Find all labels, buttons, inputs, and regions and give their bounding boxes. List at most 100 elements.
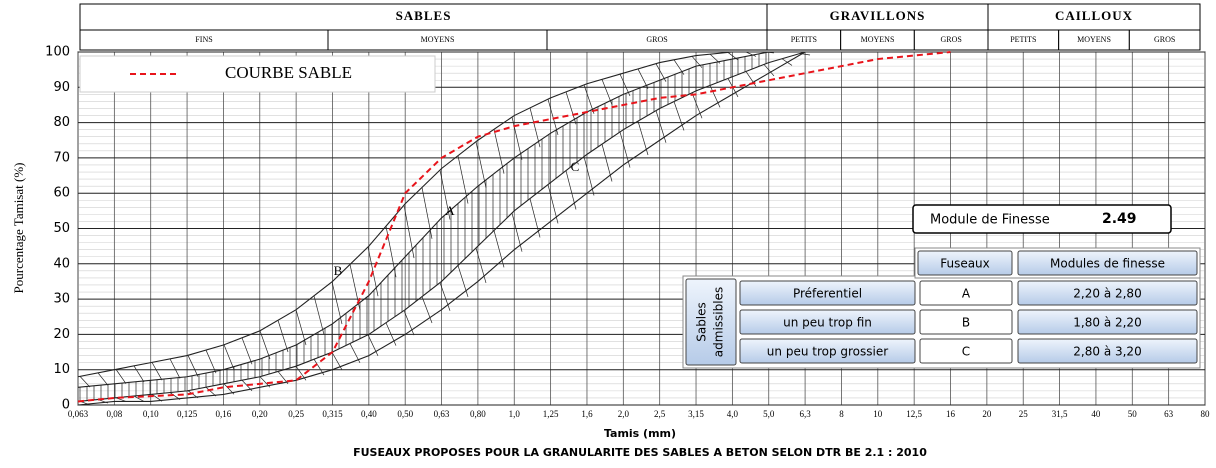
hatch bbox=[511, 116, 523, 160]
header-sub-label: MOYENS bbox=[1077, 35, 1111, 44]
envelope-line bbox=[77, 51, 769, 388]
x-tick-label: 8 bbox=[839, 409, 844, 419]
row-module-text: 1,80 à 2,20 bbox=[1073, 316, 1141, 330]
row-group-text: admissibles bbox=[712, 287, 726, 357]
col-header-text: Modules de finesse bbox=[1050, 257, 1165, 271]
x-tick-label: 0,63 bbox=[434, 409, 450, 419]
y-tick-label: 90 bbox=[53, 80, 70, 95]
x-tick-label: 63 bbox=[1164, 409, 1174, 419]
hatch bbox=[241, 337, 253, 365]
col-header bbox=[1017, 250, 1198, 276]
col-header bbox=[917, 250, 1013, 276]
row-module bbox=[1017, 338, 1198, 364]
header-sub-label: PETITS bbox=[1010, 35, 1036, 44]
chart-title: FUSEAUX PROPOSES POUR LA GRANULARITE DES… bbox=[353, 446, 927, 459]
row-label-text: un peu trop grossier bbox=[767, 345, 888, 359]
hatch bbox=[475, 247, 487, 284]
header-group bbox=[766, 3, 989, 31]
row-label bbox=[739, 280, 916, 306]
row-fuseau bbox=[919, 280, 1013, 306]
hatch bbox=[259, 330, 271, 360]
x-tick-label: 6,3 bbox=[799, 409, 811, 419]
header-sub-label: PETITS bbox=[791, 35, 817, 44]
y-tick-label: 70 bbox=[53, 150, 70, 165]
hatch bbox=[151, 362, 163, 381]
x-tick-label: 12,5 bbox=[906, 409, 922, 419]
row-label bbox=[739, 338, 916, 364]
row-label-text: un peu trop fin bbox=[783, 316, 872, 330]
y-axis-title: Pourcentage Tamisat (%) bbox=[11, 163, 26, 294]
module-label: Module de Finesse bbox=[930, 213, 1050, 228]
y-tick-label: 50 bbox=[53, 221, 70, 236]
hatch bbox=[439, 282, 451, 311]
x-tick-label: 0,25 bbox=[288, 409, 304, 419]
hatch bbox=[403, 310, 415, 336]
x-tick-label: 1,25 bbox=[543, 409, 559, 419]
hatch bbox=[547, 99, 559, 136]
header-sub-label: GROS bbox=[646, 35, 667, 44]
row-fuseau-text: A bbox=[962, 287, 971, 301]
hatch bbox=[223, 344, 235, 370]
x-tick-label: 16 bbox=[946, 409, 956, 419]
x-tick-label: 3,15 bbox=[688, 409, 704, 419]
x-tick-label: 5,0 bbox=[763, 409, 775, 419]
x-tick-label: 0,063 bbox=[68, 409, 89, 419]
hatch bbox=[295, 309, 307, 346]
x-tick-label: 0,80 bbox=[470, 409, 486, 419]
hatch bbox=[115, 397, 127, 402]
y-tick-label: 0 bbox=[62, 398, 70, 413]
row-fuseau bbox=[919, 338, 1013, 364]
hatch bbox=[133, 395, 145, 402]
y-tick-label: 100 bbox=[45, 45, 70, 60]
x-axis-title: Tamis (mm) bbox=[604, 427, 676, 440]
hatch bbox=[691, 92, 703, 119]
x-tick-label: 31,5 bbox=[1052, 409, 1068, 419]
annotation: B bbox=[334, 263, 343, 278]
hatch bbox=[205, 349, 217, 374]
x-tick-label: 0,50 bbox=[397, 409, 413, 419]
y-tick-label: 30 bbox=[53, 292, 70, 307]
legend-box bbox=[79, 55, 436, 93]
x-tick-label: 0,08 bbox=[106, 409, 122, 419]
row-module bbox=[1017, 309, 1198, 335]
row-group-text: Sables bbox=[695, 302, 709, 342]
x-tick-label: 10 bbox=[873, 409, 883, 419]
hatch bbox=[493, 230, 505, 268]
x-tick-label: 0,125 bbox=[177, 409, 198, 419]
row-fuseau-text: B bbox=[962, 316, 970, 330]
hatch bbox=[493, 129, 505, 174]
x-tick-label: 0,40 bbox=[361, 409, 377, 419]
hatch bbox=[475, 141, 487, 188]
hatch bbox=[673, 101, 685, 131]
x-tick-label: 0,20 bbox=[252, 409, 268, 419]
x-tick-label: 2,0 bbox=[618, 409, 630, 419]
y-tick-label: 20 bbox=[53, 327, 70, 342]
header-group-label: SABLES bbox=[396, 8, 452, 23]
header-group-label: GRAVILLONS bbox=[830, 8, 926, 23]
hatch bbox=[97, 372, 109, 386]
x-tick-label: 40 bbox=[1091, 409, 1101, 419]
x-tick-label: 20 bbox=[982, 409, 992, 419]
x-tick-label: 4,0 bbox=[727, 409, 739, 419]
module-value: 2.49 bbox=[1102, 211, 1137, 227]
header-sub-label: GROS bbox=[1154, 35, 1175, 44]
hatch bbox=[421, 296, 433, 324]
y-tick-label: 10 bbox=[53, 362, 70, 377]
row-fuseau bbox=[919, 309, 1013, 335]
x-tick-label: 0,10 bbox=[143, 409, 159, 419]
header-sub-label: MOYENS bbox=[861, 35, 895, 44]
hatch bbox=[277, 320, 289, 353]
header-sub-label: MOYENS bbox=[421, 35, 455, 44]
header-group bbox=[987, 3, 1201, 31]
x-tick-label: 2,5 bbox=[654, 409, 666, 419]
module-box bbox=[912, 204, 1172, 234]
annotation: A bbox=[445, 203, 455, 218]
x-tick-label: 25 bbox=[1019, 409, 1029, 419]
hatch bbox=[169, 358, 181, 379]
header-sub bbox=[1128, 29, 1201, 51]
col-header-text: Fuseaux bbox=[940, 257, 990, 271]
x-tick-label: 0,315 bbox=[322, 409, 343, 419]
hatch bbox=[115, 369, 127, 384]
hatch bbox=[385, 322, 397, 346]
